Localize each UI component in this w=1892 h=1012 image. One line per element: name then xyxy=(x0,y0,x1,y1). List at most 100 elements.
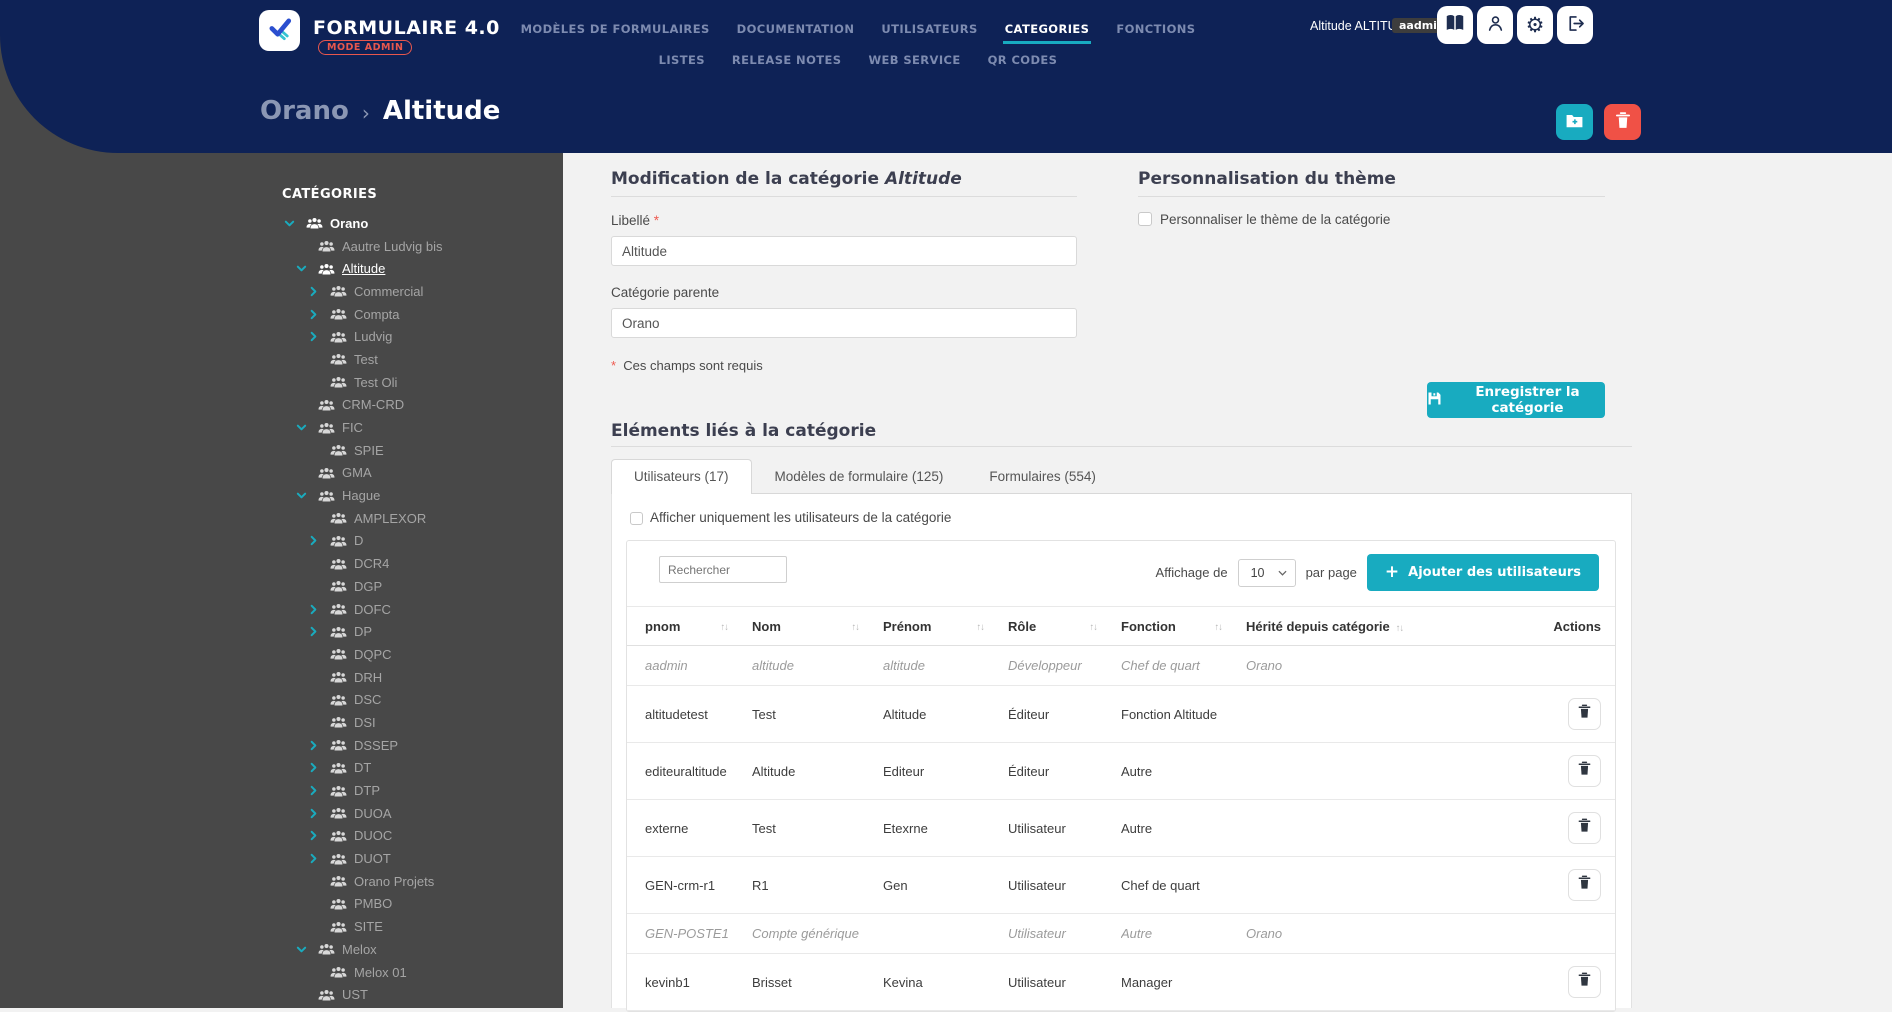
tab-formulaires-554[interactable]: Formulaires (554) xyxy=(989,469,1096,484)
filter-category-users-checkbox[interactable] xyxy=(630,512,643,525)
nav-item-utilisateurs[interactable]: UTILISATEURS xyxy=(881,22,978,36)
chevron-right-icon[interactable] xyxy=(308,604,319,615)
sidebar-item-melox[interactable]: Melox xyxy=(0,938,563,961)
chevron-right-icon[interactable] xyxy=(308,286,319,297)
sidebar-item-dsc[interactable]: DSC xyxy=(0,688,563,711)
chevron-right-icon[interactable] xyxy=(308,535,319,546)
nav-item-fonctions[interactable]: FONCTIONS xyxy=(1116,22,1196,36)
chevron-down-icon[interactable] xyxy=(296,490,307,501)
delete-category-button[interactable] xyxy=(1604,104,1641,140)
chevron-right-icon[interactable] xyxy=(308,309,319,320)
sidebar-item-ust[interactable]: UST xyxy=(0,983,563,1006)
category-tree: Orano Aautre Ludvig bis Altitude Commercial… xyxy=(0,212,563,1006)
tab-modeles-de-formulaire-125[interactable]: Modèles de formulaire (125) xyxy=(774,469,944,484)
sidebar-item-commercial[interactable]: Commercial xyxy=(0,280,563,303)
sidebar-item-label: DUOT xyxy=(354,851,391,867)
sidebar-item-spie[interactable]: SPIE xyxy=(0,439,563,462)
sidebar-item-compta[interactable]: Compta xyxy=(0,303,563,326)
sidebar-item-label: DTP xyxy=(354,783,380,799)
sidebar-item-test-oli[interactable]: Test Oli xyxy=(0,371,563,394)
sidebar-item-duoc[interactable]: DUOC xyxy=(0,825,563,848)
chevron-right-icon[interactable] xyxy=(308,331,319,342)
sidebar xyxy=(0,0,563,1008)
sidebar-item-amplexor[interactable]: AMPLEXOR xyxy=(0,507,563,530)
sort-icon: ↑↓ xyxy=(1214,621,1223,633)
nav-item-listes[interactable]: LISTES xyxy=(658,53,705,67)
chevron-right-icon[interactable] xyxy=(308,808,319,819)
column-header-herite-depuis-categorie[interactable]: Hérité depuis catégorie ↑↓ xyxy=(1246,619,1536,634)
column-header-role[interactable]: Rôle ↑↓ xyxy=(1008,619,1121,634)
nav-item-modeles-de-formulaires[interactable]: MODÈLES DE FORMULAIRES xyxy=(520,22,710,36)
tab-utilisateurs-17[interactable]: Utilisateurs (17) xyxy=(611,459,752,495)
sidebar-item-drh[interactable]: DRH xyxy=(0,666,563,689)
column-header-pnom[interactable]: pnom ↑↓ xyxy=(645,619,752,634)
chevron-right-icon[interactable] xyxy=(308,762,319,773)
documentation-button[interactable] xyxy=(1437,6,1473,44)
sidebar-item-dcr4[interactable]: DCR4 xyxy=(0,552,563,575)
search-input[interactable] xyxy=(659,556,787,583)
sidebar-item-pmbo[interactable]: PMBO xyxy=(0,893,563,916)
sidebar-item-altitude[interactable]: Altitude xyxy=(0,257,563,280)
nav-item-documentation[interactable]: DOCUMENTATION xyxy=(736,22,855,36)
save-category-button[interactable]: Enregistrer la catégorie xyxy=(1427,382,1605,418)
nav-item-web-service[interactable]: WEB SERVICE xyxy=(868,53,961,67)
sidebar-item-dp[interactable]: DP xyxy=(0,620,563,643)
nav-item-categories[interactable]: CATEGORIES xyxy=(1002,22,1091,44)
sidebar-item-crm-crd[interactable]: CRM-CRD xyxy=(0,394,563,417)
users-icon xyxy=(318,989,335,1001)
sort-icon: ↑↓ xyxy=(1089,621,1098,633)
chevron-down-icon[interactable] xyxy=(284,218,295,229)
libelle-input[interactable] xyxy=(611,236,1077,266)
chevron-right-icon[interactable] xyxy=(308,740,319,751)
cell-pnom: altitudetest xyxy=(645,706,708,722)
delete-user-button[interactable] xyxy=(1568,966,1601,998)
app-logo[interactable] xyxy=(259,10,300,51)
logout-button[interactable] xyxy=(1557,6,1593,44)
chevron-right-icon[interactable] xyxy=(308,785,319,796)
profile-button[interactable] xyxy=(1477,6,1513,44)
sidebar-item-dqpc[interactable]: DQPC xyxy=(0,643,563,666)
add-subcategory-button[interactable] xyxy=(1556,104,1593,140)
nav-item-release-notes[interactable]: RELEASE NOTES xyxy=(731,53,842,67)
sidebar-item-d[interactable]: D xyxy=(0,530,563,553)
sidebar-item-dsi[interactable]: DSI xyxy=(0,711,563,734)
sidebar-item-hague[interactable]: Hague xyxy=(0,484,563,507)
sidebar-item-melox-01[interactable]: Melox 01 xyxy=(0,961,563,984)
parent-category-input[interactable] xyxy=(611,308,1077,338)
sidebar-item-fic[interactable]: FIC xyxy=(0,416,563,439)
sidebar-item-dssep[interactable]: DSSEP xyxy=(0,734,563,757)
settings-button[interactable]: ⚙ xyxy=(1517,6,1553,44)
chevron-down-icon[interactable] xyxy=(296,263,307,274)
sidebar-item-dofc[interactable]: DOFC xyxy=(0,598,563,621)
delete-user-button[interactable] xyxy=(1568,698,1601,730)
chevron-right-icon[interactable] xyxy=(308,853,319,864)
chevron-down-icon[interactable] xyxy=(296,422,307,433)
chevron-right-icon[interactable] xyxy=(308,626,319,637)
sidebar-item-duoa[interactable]: DUOA xyxy=(0,802,563,825)
sidebar-item-test[interactable]: Test xyxy=(0,348,563,371)
delete-user-button[interactable] xyxy=(1568,812,1601,844)
cell-role: Éditeur xyxy=(1008,763,1050,779)
sidebar-item-gma[interactable]: GMA xyxy=(0,462,563,485)
sidebar-item-dtp[interactable]: DTP xyxy=(0,779,563,802)
sidebar-item-orano-projets[interactable]: Orano Projets xyxy=(0,870,563,893)
chevron-down-icon[interactable] xyxy=(296,944,307,955)
page-size-select[interactable]: 10 xyxy=(1237,558,1296,587)
sidebar-item-dt[interactable]: DT xyxy=(0,757,563,780)
sidebar-item-duot[interactable]: DUOT xyxy=(0,847,563,870)
sidebar-item-aautre-ludvig-bis[interactable]: Aautre Ludvig bis xyxy=(0,235,563,258)
sidebar-item-ludvig[interactable]: Ludvig xyxy=(0,325,563,348)
nav-item-qr-codes[interactable]: QR CODES xyxy=(987,53,1058,67)
sidebar-item-site[interactable]: SITE xyxy=(0,915,563,938)
column-header-fonction[interactable]: Fonction ↑↓ xyxy=(1121,619,1246,634)
sidebar-item-orano[interactable]: Orano xyxy=(0,212,563,235)
delete-user-button[interactable] xyxy=(1568,869,1601,901)
chevron-right-icon[interactable] xyxy=(308,830,319,841)
theme-checkbox[interactable] xyxy=(1138,212,1152,226)
sidebar-item-dgp[interactable]: DGP xyxy=(0,575,563,598)
add-users-button[interactable]: + Ajouter des utilisateurs xyxy=(1366,554,1599,591)
column-header-prenom[interactable]: Prénom ↑↓ xyxy=(883,619,1008,634)
delete-user-button[interactable] xyxy=(1568,755,1601,787)
breadcrumb-parent-link[interactable]: Orano xyxy=(260,96,349,126)
column-header-nom[interactable]: Nom ↑↓ xyxy=(752,619,883,634)
